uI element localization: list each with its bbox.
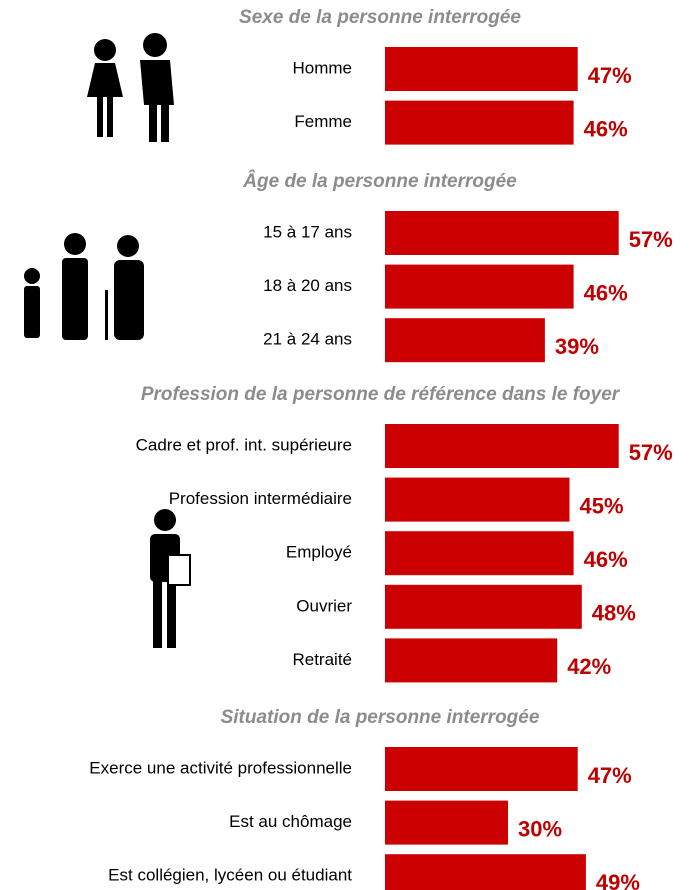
bar	[385, 854, 586, 890]
value-label: 42%	[567, 654, 611, 679]
bar	[385, 584, 582, 629]
icon-ages	[24, 233, 144, 340]
bar	[385, 424, 619, 468]
bar	[385, 800, 508, 845]
category-label: Est collégien, lycéen ou étudiant	[108, 866, 352, 885]
category-label: Femme	[294, 112, 352, 131]
category-label: Est au chômage	[229, 812, 352, 831]
category-label: Employé	[286, 543, 352, 562]
category-label: Profession intermédiaire	[169, 489, 352, 508]
bar	[385, 211, 619, 255]
icon-couple	[87, 33, 174, 142]
value-label: 57%	[629, 440, 673, 465]
value-label: 46%	[584, 547, 628, 572]
category-label: 15 à 17 ans	[263, 222, 352, 241]
value-label: 46%	[584, 116, 628, 141]
group-title: Âge de la personne interrogée	[242, 170, 517, 192]
value-label: 49%	[596, 870, 640, 890]
value-label: 57%	[629, 227, 673, 252]
value-label: 47%	[588, 63, 632, 88]
bar	[385, 47, 578, 91]
value-label: 46%	[584, 280, 628, 305]
group-title: Sexe de la personne interrogée	[239, 7, 521, 28]
value-label: 30%	[518, 816, 562, 841]
category-label: Homme	[292, 58, 352, 77]
value-label: 48%	[592, 601, 636, 626]
group-title: Situation de la personne interrogée	[221, 707, 540, 728]
category-label: Exerce une activité professionnelle	[89, 758, 352, 777]
category-label: Ouvrier	[296, 596, 352, 615]
category-label: 18 à 20 ans	[263, 276, 352, 295]
bar	[385, 100, 574, 145]
category-label: 21 à 24 ans	[263, 330, 352, 349]
bar	[385, 638, 558, 683]
bar	[385, 747, 578, 791]
group-title: Profession de la personne de référence d…	[141, 384, 621, 405]
category-label: Retraité	[292, 650, 352, 669]
bar	[385, 318, 545, 363]
icon-worker	[150, 509, 191, 648]
value-label: 45%	[580, 493, 624, 518]
bar	[385, 264, 574, 309]
value-label: 39%	[555, 334, 599, 359]
value-label: 47%	[588, 763, 632, 788]
bar	[385, 531, 574, 576]
category-label: Cadre et prof. int. supérieure	[136, 435, 352, 454]
bar	[385, 477, 570, 522]
